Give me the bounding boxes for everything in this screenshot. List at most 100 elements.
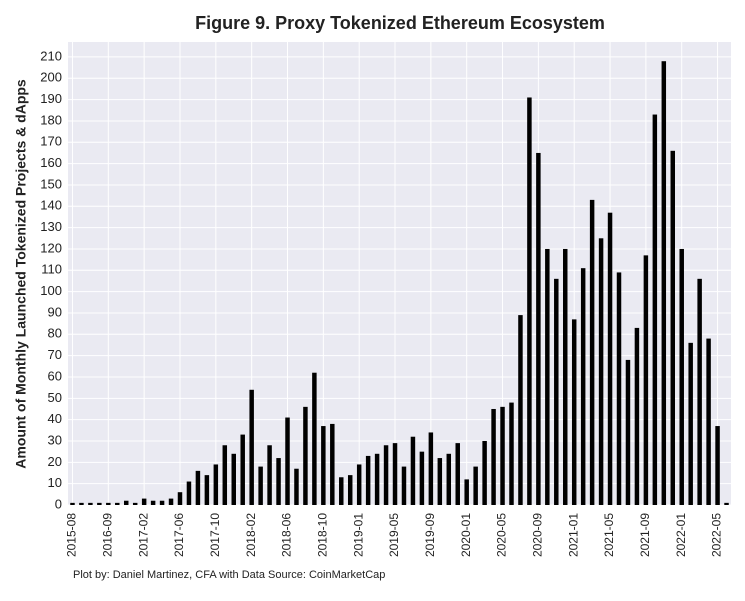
bar <box>312 372 317 505</box>
bar <box>616 272 622 505</box>
bar <box>123 500 129 505</box>
bar <box>419 451 425 505</box>
bar <box>464 479 469 505</box>
y-tick-label: 180 <box>40 112 62 127</box>
x-tick-label: 2017-02 <box>136 513 150 557</box>
bar <box>195 470 201 505</box>
y-tick-label: 200 <box>40 70 62 85</box>
y-tick-label: 160 <box>40 155 62 170</box>
x-tick-label: 2022-05 <box>710 513 724 557</box>
y-tick-label: 70 <box>48 347 62 362</box>
y-tick-label: 120 <box>40 240 62 255</box>
bar <box>213 464 219 505</box>
x-tick-label: 2018-10 <box>316 513 330 557</box>
bar <box>141 498 147 505</box>
footnote: Plot by: Daniel Martinez, CFA with Data … <box>73 569 385 581</box>
bar <box>482 440 487 505</box>
bar <box>79 502 84 505</box>
x-tick-label: 2015-08 <box>65 513 79 557</box>
bar <box>321 426 326 505</box>
bar <box>303 406 308 505</box>
bar <box>294 468 299 505</box>
bar <box>670 150 676 505</box>
y-tick-label: 190 <box>40 91 62 106</box>
x-tick-label: 2016-09 <box>100 513 114 557</box>
bar <box>347 475 353 505</box>
y-tick-label: 90 <box>48 304 62 319</box>
bar <box>571 319 577 505</box>
y-tick-label: 30 <box>48 432 62 447</box>
bar <box>365 455 371 505</box>
y-tick-label: 130 <box>40 219 62 234</box>
bar <box>374 453 380 505</box>
bar <box>715 426 720 505</box>
x-tick-label: 2018-02 <box>244 513 258 557</box>
bar <box>589 199 595 505</box>
bar <box>545 248 550 505</box>
bar <box>356 464 362 505</box>
bar <box>106 502 111 505</box>
x-tick-label: 2017-10 <box>208 513 222 557</box>
bar <box>276 458 281 505</box>
y-tick-label: 10 <box>48 475 62 490</box>
y-tick-label: 150 <box>40 176 62 191</box>
bar <box>383 445 389 505</box>
bar <box>249 389 254 505</box>
y-axis-label: Amount of Monthly Launched Tokenized Pro… <box>13 79 29 469</box>
bar <box>401 466 407 505</box>
bar <box>428 432 434 505</box>
y-tick-label: 50 <box>48 390 62 405</box>
bar <box>455 443 460 505</box>
bar <box>634 327 640 505</box>
bar <box>410 436 416 505</box>
x-tick-label: 2021-09 <box>638 513 652 557</box>
bar <box>159 500 165 505</box>
bar <box>285 417 290 505</box>
x-tick-label: 2021-05 <box>602 513 616 557</box>
y-tick-label: 140 <box>40 198 62 213</box>
x-tick-label: 2019-09 <box>423 513 437 557</box>
bar <box>222 445 228 505</box>
bar <box>392 443 398 505</box>
bar <box>330 423 335 505</box>
bar <box>509 402 514 505</box>
bar <box>607 212 613 506</box>
bar <box>186 481 192 505</box>
bar <box>625 359 631 505</box>
bar <box>88 502 93 505</box>
bar <box>652 114 658 506</box>
bar <box>554 278 559 505</box>
bar <box>132 502 138 505</box>
x-tick-label: 2020-09 <box>531 513 545 557</box>
bar <box>204 475 210 505</box>
bar <box>500 406 505 505</box>
bar <box>679 248 684 505</box>
bar <box>70 502 75 505</box>
y-tick-label: 110 <box>41 262 62 277</box>
bar <box>518 315 523 505</box>
plot-area <box>68 42 731 505</box>
bar <box>688 342 693 505</box>
bar <box>706 338 711 505</box>
bar <box>258 466 263 505</box>
bar <box>598 238 604 506</box>
bar <box>231 453 236 505</box>
x-tick-label: 2020-01 <box>459 513 473 557</box>
bar <box>473 466 478 505</box>
bar <box>536 152 541 505</box>
y-tick-label: 80 <box>48 326 62 341</box>
chart-title: Figure 9. Proxy Tokenized Ethereum Ecosy… <box>195 13 605 33</box>
bar <box>240 434 245 505</box>
x-tick-label: 2019-01 <box>351 513 365 557</box>
bar <box>446 453 452 505</box>
bar <box>661 61 667 506</box>
x-tick-label: 2018-06 <box>280 513 294 557</box>
x-tick-label: 2017-06 <box>172 513 186 557</box>
bar <box>563 248 568 505</box>
y-tick-label: 40 <box>48 411 62 426</box>
x-tick-label: 2019-05 <box>387 513 401 557</box>
x-tick-label: 2021-01 <box>566 513 580 557</box>
bar <box>697 278 702 505</box>
x-tick-label: 2020-05 <box>495 513 509 557</box>
